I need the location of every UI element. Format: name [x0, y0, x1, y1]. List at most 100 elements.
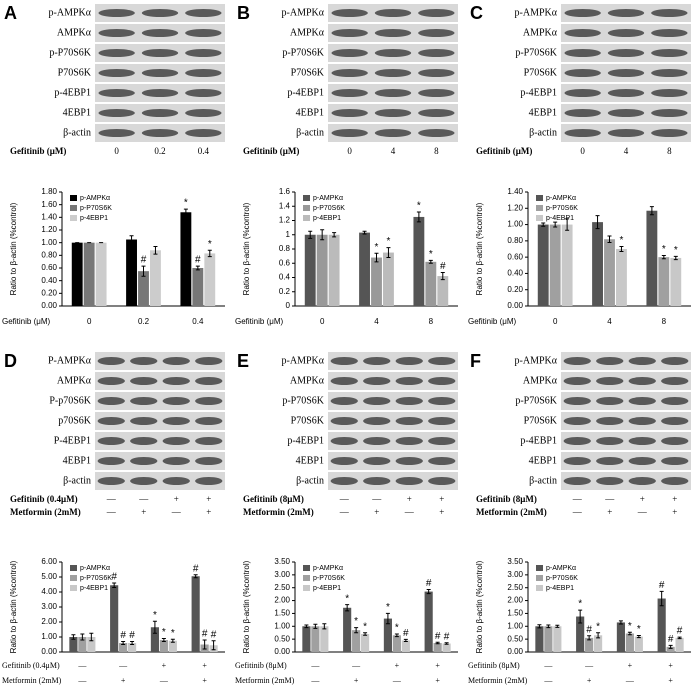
blot-band	[331, 89, 368, 97]
error-bar	[195, 265, 200, 271]
blot-band	[331, 29, 368, 37]
blot-row-label: p-4EBP1	[54, 87, 91, 98]
y-axis-label: Ratio to β-actin (%control)	[242, 560, 251, 653]
blot-band	[564, 49, 601, 57]
blot-band	[596, 397, 624, 405]
blot-band	[628, 357, 656, 365]
blot-row-label: β-actin	[63, 475, 91, 486]
error-bar	[320, 229, 325, 241]
error-bar	[587, 635, 592, 641]
blot-band	[374, 69, 412, 77]
error-bar	[578, 609, 583, 624]
blot-row-label: P70S6K	[291, 67, 325, 78]
blot-row-label: p-4EBP1	[520, 435, 557, 446]
significance-marker: *	[184, 198, 188, 209]
blot-band	[418, 49, 455, 57]
legend-label: p-AMPKα	[80, 195, 110, 202]
blot-band	[195, 417, 223, 425]
bar	[359, 232, 370, 306]
error-bar	[89, 632, 94, 642]
error-bar	[152, 620, 157, 634]
y-tick-label: 1	[286, 230, 291, 239]
legend-swatch	[536, 565, 543, 571]
y-tick-label: 1.40	[41, 212, 57, 221]
blot-band	[330, 357, 358, 365]
bar	[383, 252, 394, 306]
error-bar	[677, 636, 682, 640]
error-bar	[553, 221, 558, 228]
y-tick-label: 0.60	[41, 263, 57, 272]
legend-label: p-4EBP1	[546, 585, 574, 592]
bar	[371, 257, 382, 306]
treatment-label: Metformin (2mM)	[476, 507, 547, 517]
blot-strip	[328, 392, 458, 410]
y-tick-label: 1.20	[41, 225, 57, 234]
error-bar	[435, 641, 440, 645]
significance-marker: *	[417, 201, 421, 212]
blot-band	[185, 129, 222, 137]
x-tick-label: 0.4	[192, 317, 204, 326]
significance-marker: #	[426, 578, 432, 589]
bar	[150, 250, 161, 306]
y-tick-label: 0.40	[507, 269, 523, 278]
x-row-value: —	[159, 676, 169, 685]
error-bar	[183, 208, 188, 216]
blot-band	[374, 49, 412, 57]
blot-band	[130, 457, 158, 465]
x-row-value: —	[351, 661, 361, 670]
y-tick-label: 0.6	[279, 258, 291, 267]
treatment-value: —	[106, 507, 117, 517]
error-bar	[141, 265, 146, 277]
blot-strip	[561, 372, 691, 390]
y-tick-label: 0.00	[274, 647, 290, 656]
treatment-value: —	[106, 494, 117, 504]
legend-label: p-P70S6K	[546, 575, 578, 582]
treatment-label: Gefitinib (8μM)	[476, 494, 537, 504]
error-bar	[386, 247, 391, 259]
y-tick-label: 2.00	[507, 596, 523, 605]
significance-marker: *	[162, 627, 166, 638]
blot-row-label: P70S6K	[291, 415, 325, 426]
bar	[159, 640, 168, 652]
blot-strip	[328, 372, 458, 390]
bar	[437, 276, 449, 306]
blot-band	[331, 109, 368, 117]
legend-swatch	[303, 195, 310, 201]
bar	[658, 257, 670, 306]
y-tick-label: 1.4	[279, 201, 291, 210]
error-bar	[596, 632, 601, 639]
blot-row-label: β-actin	[296, 475, 324, 486]
error-bar	[636, 635, 641, 639]
y-tick-label: 4.00	[41, 587, 57, 596]
blot-band	[98, 129, 135, 137]
blot-band	[363, 477, 391, 485]
legend-label: p-4EBP1	[546, 215, 574, 222]
x-row-value: —	[310, 676, 320, 685]
blot-band	[661, 477, 689, 485]
legend-label: p-P70S6K	[313, 575, 345, 582]
treatment-value: 4	[391, 146, 396, 156]
blot-row-label: AMPKα	[523, 27, 558, 38]
error-bar	[112, 582, 117, 588]
blot-band	[331, 49, 368, 57]
error-bar	[193, 574, 198, 579]
bar	[95, 242, 107, 306]
legend-label: p-P70S6K	[313, 205, 345, 212]
error-bar	[618, 620, 623, 625]
x-tick-label: 0	[87, 317, 92, 326]
error-bar	[170, 638, 175, 643]
legend-swatch	[303, 205, 310, 211]
blot-strip	[328, 452, 458, 470]
significance-marker: *	[208, 239, 212, 250]
error-bar	[673, 255, 678, 261]
error-bar	[345, 604, 350, 612]
legend-label: p-AMPKα	[313, 565, 343, 572]
blot-band	[607, 49, 645, 57]
blot-band	[374, 109, 412, 117]
significance-marker: *	[578, 599, 582, 610]
blot-band	[395, 457, 423, 465]
bar	[625, 633, 634, 652]
y-tick-label: 1.00	[507, 621, 523, 630]
blot-band	[185, 109, 222, 117]
blot-band	[628, 397, 656, 405]
